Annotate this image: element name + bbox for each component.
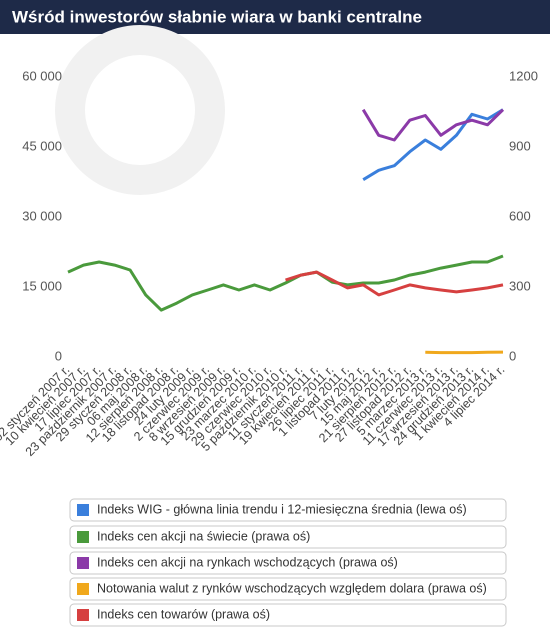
legend-label: Indeks WIG - główna linia trendu i 12-mi… [97,502,467,516]
line [425,350,504,355]
legend-swatch [77,609,89,621]
y-tick-label: 60 000 [22,68,62,83]
line [362,108,504,181]
legend-label: Notowania walut z rynków wschodzących wz… [97,581,487,595]
y2-tick-label: 900 [509,138,531,153]
y-tick-label: 0 [55,348,62,363]
line [67,254,504,312]
legend-label: Indeks cen akcji na świecie (prawa oś) [97,529,310,543]
legend-swatch [77,504,89,516]
y2-tick-label: 600 [509,208,531,223]
legend-box [69,577,507,601]
line [361,108,505,142]
legend-box [69,525,507,549]
legend-swatch [77,583,89,595]
y2-tick-label: 0 [509,348,516,363]
legend-box [69,498,507,522]
legend-label: Indeks cen akcji na rynkach wschodzących… [97,555,398,569]
chart-title: Wśród inwestorów słabnie wiara w banki c… [12,7,422,26]
watermark [55,25,225,195]
y-tick-label: 15 000 [22,278,62,293]
legend-box [69,551,507,575]
legend-swatch [77,531,89,543]
y-tick-label: 45 000 [22,138,62,153]
y2-tick-label: 300 [509,278,531,293]
y2-tick-label: 1200 [509,68,538,83]
legend-swatch [77,557,89,569]
legend-box [69,603,507,627]
legend-label: Indeks cen towarów (prawa oś) [97,607,270,621]
title-bar [0,0,550,34]
line [285,270,504,297]
y-tick-label: 30 000 [22,208,62,223]
